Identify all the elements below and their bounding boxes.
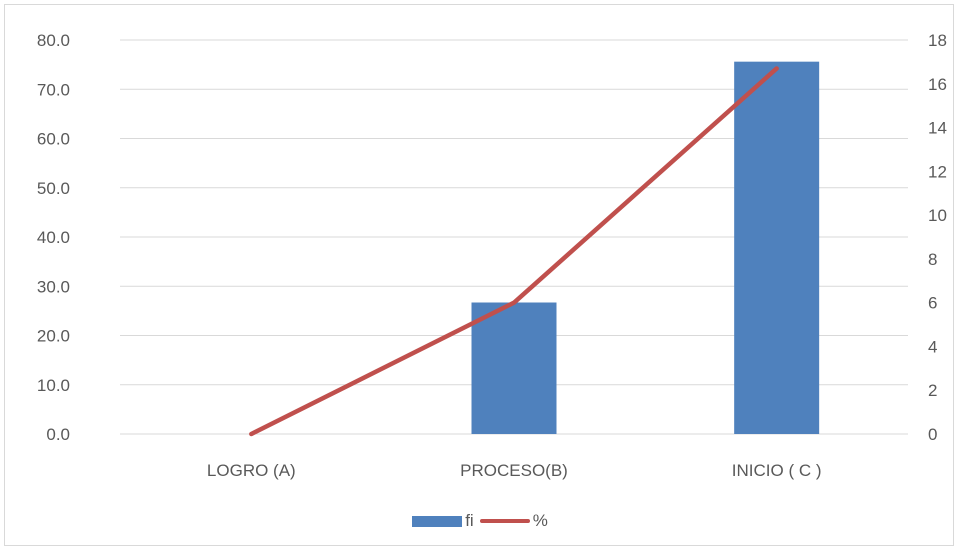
left-tick-label: 0.0 [46,425,70,444]
bar [734,61,820,435]
right-axis-ticks: 0 2 4 6 8 10 12 14 16 18 [928,31,947,444]
legend-item-fi: fi [412,511,474,531]
right-tick-label: 18 [928,31,947,50]
legend-swatch-fi [412,515,463,527]
left-tick-label: 30.0 [37,277,70,296]
line-series [249,66,779,437]
x-tick-label: PROCESO(B) [460,461,568,480]
left-tick-label: 60.0 [37,130,70,149]
legend-item-percent: % [479,511,548,531]
left-tick-label: 20.0 [37,327,70,346]
left-tick-label: 50.0 [37,179,70,198]
x-tick-label: LOGRO (A) [207,461,296,480]
percent-line [249,66,779,437]
left-tick-label: 80.0 [37,31,70,50]
right-tick-label: 10 [928,206,947,225]
right-tick-label: 0 [928,425,937,444]
right-tick-label: 16 [928,75,947,94]
left-tick-label: 70.0 [37,80,70,99]
legend-label-fi: fi [465,511,474,530]
legend: fi % [0,508,960,534]
right-tick-label: 12 [928,162,947,181]
legend-swatch-percent [479,519,530,523]
right-tick-label: 2 [928,381,937,400]
right-tick-label: 14 [928,119,947,138]
legend-label-percent: % [532,511,548,530]
left-tick-label: 10.0 [37,376,70,395]
right-tick-label: 8 [928,250,937,269]
left-axis-ticks: 0.0 10.0 20.0 30.0 40.0 50.0 60.0 70.0 80.0 [37,31,70,444]
right-tick-label: 6 [928,294,937,313]
x-axis-labels: LOGRO (A) PROCESO(B) INICIO ( C ) [207,461,822,480]
x-tick-label: INICIO ( C ) [732,461,822,480]
bar-series [471,61,820,435]
bar [471,302,557,434]
left-tick-label: 40.0 [37,228,70,247]
right-tick-label: 4 [928,337,937,356]
